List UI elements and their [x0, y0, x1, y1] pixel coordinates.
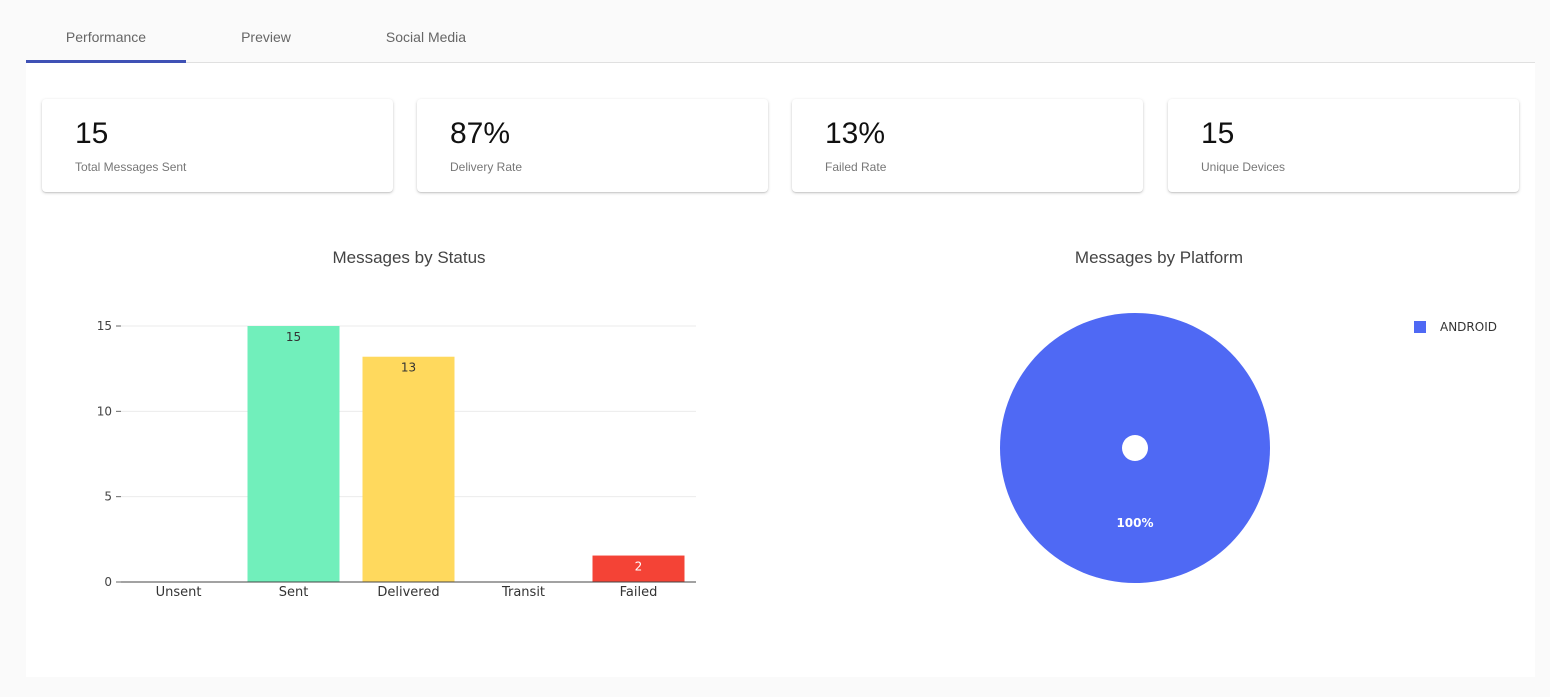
x-tick-label: Failed	[620, 585, 658, 600]
tab-preview[interactable]: Preview	[241, 29, 291, 45]
y-tick-label: 15	[97, 319, 112, 333]
stat-value: 13%	[825, 117, 886, 150]
stat-card-unique-devices: 15 Unique Devices	[1168, 99, 1519, 192]
stat-label: Failed Rate	[825, 160, 887, 174]
x-tick-label: Transit	[501, 585, 545, 600]
legend-label: ANDROID	[1440, 320, 1497, 334]
pie-center-dot	[1122, 435, 1148, 461]
bar-data-label: 15	[286, 330, 301, 344]
bar-data-label: 13	[401, 361, 416, 375]
stat-label: Unique Devices	[1201, 160, 1286, 174]
bar-failed	[592, 555, 685, 582]
stat-label: Delivery Rate	[450, 160, 523, 174]
stat-value: 15	[1201, 117, 1235, 150]
messages-by-platform-chart: 100% ANDROID	[1000, 313, 1497, 583]
x-tick-label: Delivered	[377, 585, 439, 600]
x-tick-label: Sent	[279, 585, 309, 600]
bar-data-label: 2	[635, 560, 643, 574]
stat-label: Total Messages Sent	[75, 160, 187, 174]
tab-performance[interactable]: Performance	[26, 0, 186, 63]
y-tick-label: 5	[104, 490, 112, 504]
x-tick-label: Unsent	[156, 585, 202, 600]
stat-value: 15	[75, 117, 109, 150]
stat-card-total-messages: 15 Total Messages Sent	[42, 99, 393, 192]
stat-card-failed-rate: 13% Failed Rate	[792, 99, 1143, 192]
messages-by-status-chart: 0 5 10 15 Unsent 15 Sent 13 Delivered Transit 2 Fai…	[97, 319, 696, 600]
y-tick-label: 0	[104, 575, 112, 589]
tab-bar: Performance Preview Social Media	[26, 0, 1535, 63]
bar-sent	[247, 326, 340, 582]
legend-swatch	[1414, 321, 1426, 333]
bar-delivered	[362, 356, 455, 582]
stat-card-delivery-rate: 87% Delivery Rate	[417, 99, 768, 192]
y-tick-label: 10	[97, 404, 112, 418]
stat-value: 87%	[450, 117, 511, 150]
tab-social-media[interactable]: Social Media	[385, 29, 467, 45]
bar-chart-title: Messages by Status	[332, 248, 486, 267]
pie-chart-title: Messages by Platform	[1074, 248, 1244, 267]
pie-data-label: 100%	[1116, 516, 1153, 530]
